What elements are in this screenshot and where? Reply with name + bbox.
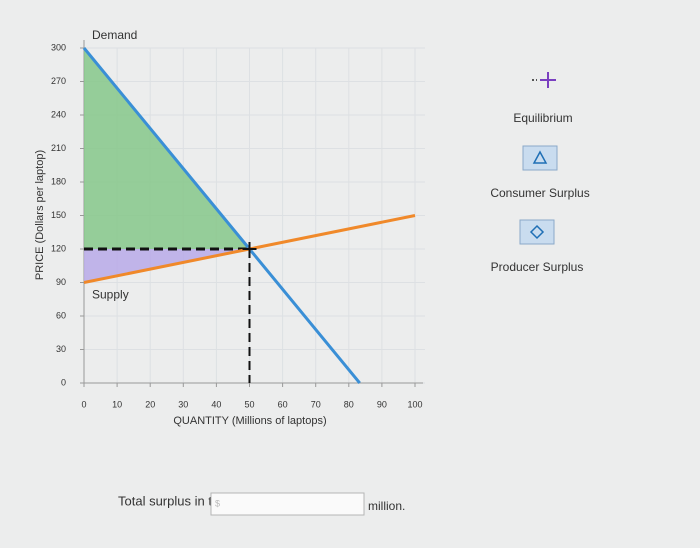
x-tick-label: 20 — [145, 399, 155, 409]
y-tick-label: 270 — [51, 76, 66, 86]
y-tick-label: 180 — [51, 176, 66, 186]
unit-label: million. — [368, 499, 405, 513]
consumer-surplus-tool[interactable] — [522, 145, 558, 171]
x-tick-label: 0 — [81, 399, 86, 409]
y-tick-label: 300 — [51, 42, 66, 52]
x-tick-label: 30 — [178, 399, 188, 409]
y-tick-label: 60 — [56, 310, 66, 320]
x-axis-label: QUANTITY (Millions of laptops) — [173, 415, 326, 427]
y-tick-label: 210 — [51, 143, 66, 153]
y-tick-label: 120 — [51, 243, 66, 253]
answer-input[interactable] — [210, 492, 365, 516]
series-label: Supply — [92, 288, 129, 302]
y-tick-label: 240 — [51, 109, 66, 119]
series-label: Demand — [92, 28, 137, 42]
y-tick-label: 0 — [61, 377, 66, 387]
input-placeholder: $ — [215, 498, 220, 508]
y-tick-label: 150 — [51, 210, 66, 220]
palette-label: Producer Surplus — [491, 260, 584, 274]
producer-surplus-tool[interactable] — [519, 219, 555, 245]
palette-label: Equilibrium — [513, 111, 572, 125]
x-tick-label: 60 — [278, 399, 288, 409]
x-tick-label: 40 — [211, 399, 221, 409]
x-tick-label: 90 — [377, 399, 387, 409]
x-tick-label: 70 — [311, 399, 321, 409]
x-tick-label: 10 — [112, 399, 122, 409]
x-tick-label: 50 — [244, 399, 254, 409]
equilibrium-marker — [242, 242, 257, 256]
y-tick-label: 30 — [56, 344, 66, 354]
x-tick-label: 80 — [344, 399, 354, 409]
y-axis-label: PRICE (Dollars per laptop) — [34, 150, 46, 280]
x-tick-label: 100 — [407, 399, 422, 409]
y-tick-label: 90 — [56, 277, 66, 287]
palette-label: Consumer Surplus — [490, 186, 589, 200]
equilibrium-tool[interactable] — [532, 72, 556, 88]
